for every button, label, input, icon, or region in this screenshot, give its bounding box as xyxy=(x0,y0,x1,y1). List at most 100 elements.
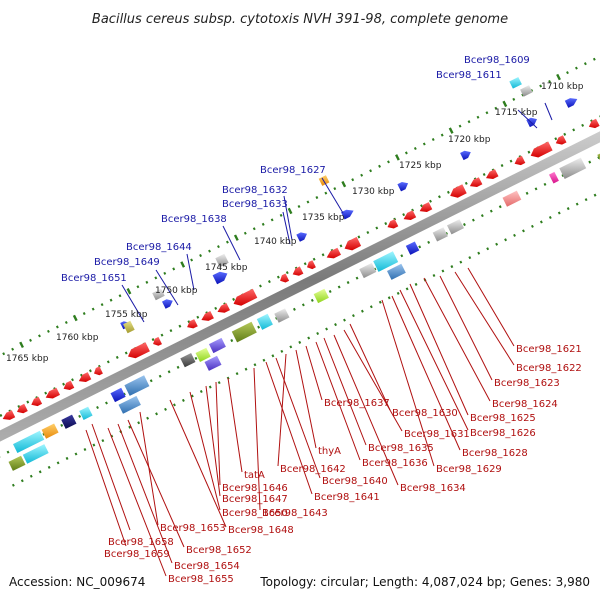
gene-feature xyxy=(180,353,196,368)
gene-label[interactable]: Bcer98_1623 xyxy=(494,378,560,389)
tick-mark xyxy=(360,309,364,313)
gene-label[interactable]: Bcer98_1643 xyxy=(262,508,328,519)
tick-mark xyxy=(6,450,10,454)
gene-label[interactable]: Bcer98_1651 xyxy=(61,273,127,284)
gene-label[interactable]: Bcer98_1630 xyxy=(392,408,458,419)
tick-mark xyxy=(584,198,588,202)
gene-label[interactable]: Bcer98_1648 xyxy=(228,525,294,536)
gene-label[interactable]: Bcer98_1637 xyxy=(324,398,390,409)
tick-mark xyxy=(136,285,140,289)
gene-feature xyxy=(152,288,165,301)
gene-label[interactable]: Bcer98_1611 xyxy=(436,70,502,81)
tick-mark xyxy=(396,291,400,295)
tick-mark xyxy=(214,306,218,310)
gene-label[interactable]: Bcer98_1649 xyxy=(94,257,160,268)
gene-label[interactable]: Bcer98_1622 xyxy=(516,363,582,374)
gene-label[interactable]: Bcer98_1629 xyxy=(436,464,502,475)
gene-label[interactable]: Bcer98_1635 xyxy=(368,443,434,454)
gene-feature xyxy=(460,150,471,161)
tick-mark xyxy=(525,191,529,195)
tick-mark xyxy=(217,381,221,385)
tick-mark xyxy=(235,372,239,376)
gene-label[interactable]: tatA xyxy=(244,470,265,481)
gene-label[interactable]: Bcer98_1631 xyxy=(404,429,470,440)
tick-mark xyxy=(146,416,150,420)
tick-mark xyxy=(253,363,257,367)
gene-label[interactable]: Bcer98_1632 xyxy=(222,185,288,196)
gene-label[interactable]: Bcer98_1626 xyxy=(470,428,536,439)
gene-feature xyxy=(405,241,420,255)
tick-mark xyxy=(208,385,212,389)
tick-mark xyxy=(316,331,320,336)
gene-feature xyxy=(397,182,409,192)
gene-label[interactable]: Bcer98_1650 xyxy=(222,508,288,519)
tick-mark xyxy=(357,235,361,239)
leader-line xyxy=(295,349,317,449)
tick-mark xyxy=(47,465,51,469)
tick-mark xyxy=(566,71,569,75)
tick-mark xyxy=(105,401,108,405)
gene-label[interactable]: Bcer98_1621 xyxy=(516,344,582,355)
tick-mark xyxy=(341,180,347,188)
gene-label[interactable]: Bcer98_1642 xyxy=(280,464,346,475)
tick-mark xyxy=(307,336,311,340)
tick-mark xyxy=(29,474,33,478)
leader-line xyxy=(423,277,491,402)
scale-label: 1750 kbp xyxy=(155,286,198,296)
gene-label[interactable]: Bcer98_1659 xyxy=(104,549,170,560)
tick-mark xyxy=(270,218,274,222)
tick-mark xyxy=(500,164,504,168)
gene-label[interactable]: Bcer98_1609 xyxy=(464,55,530,66)
gene-label[interactable]: Bcer98_1644 xyxy=(126,242,192,253)
gene-label[interactable]: Bcer98_1646 xyxy=(222,483,288,494)
gene-label[interactable]: Bcer98_1624 xyxy=(492,399,558,410)
tick-mark xyxy=(82,312,86,316)
tick-mark xyxy=(190,258,194,262)
gene-label[interactable]: Bcer98_1658 xyxy=(108,537,174,548)
tick-mark xyxy=(438,195,441,199)
tick-mark xyxy=(110,434,114,438)
tick-mark xyxy=(56,461,60,465)
leader-line xyxy=(409,283,469,416)
gene-label[interactable]: Bcer98_1638 xyxy=(161,214,227,225)
tick-mark xyxy=(387,160,390,164)
leader-line xyxy=(439,275,493,381)
scale-label: 1710 kbp xyxy=(541,82,584,92)
tick-mark xyxy=(402,213,406,217)
leader-line xyxy=(343,329,403,432)
gene-feature xyxy=(204,355,222,371)
gene-label[interactable]: Bcer98_1652 xyxy=(186,545,252,556)
tick-mark xyxy=(126,288,132,295)
gene-label[interactable]: Bcer98_1640 xyxy=(322,476,388,487)
gene-label[interactable]: Bcer98_1647 xyxy=(222,494,288,505)
gene-label[interactable]: thyA xyxy=(318,446,341,457)
gene-label[interactable]: Bcer98_1653 xyxy=(160,523,226,534)
tick-mark xyxy=(301,303,305,307)
tick-mark xyxy=(259,284,262,288)
gene-feature xyxy=(2,410,16,420)
tick-mark xyxy=(96,405,99,410)
tick-mark xyxy=(128,425,132,429)
gene-label[interactable]: Bcer98_1625 xyxy=(470,413,536,424)
tick-mark xyxy=(109,298,113,302)
gene-feature xyxy=(292,266,304,276)
gene-label[interactable]: Bcer98_1654 xyxy=(174,561,240,572)
tick-mark xyxy=(0,413,3,417)
gene-label[interactable]: Bcer98_1655 xyxy=(168,574,234,585)
gene-features xyxy=(2,77,600,471)
gene-label[interactable]: Bcer98_1627 xyxy=(260,165,326,176)
scale-label: 1745 kbp xyxy=(205,263,248,273)
gene-label[interactable]: Bcer98_1633 xyxy=(222,199,288,210)
leader-line xyxy=(321,177,344,214)
gene-label[interactable]: Bcer98_1628 xyxy=(462,448,528,459)
tick-mark xyxy=(468,256,472,260)
gene-label[interactable]: Bcer98_1634 xyxy=(400,483,466,494)
tick-mark xyxy=(233,234,239,241)
gene-label[interactable]: Bcer98_1636 xyxy=(362,458,428,469)
tick-mark xyxy=(137,421,141,425)
gene-feature xyxy=(450,184,467,198)
tick-mark xyxy=(539,220,543,224)
tick-mark xyxy=(530,224,534,228)
gene-label[interactable]: Bcer98_1641 xyxy=(314,492,380,503)
leader-line xyxy=(107,427,167,577)
